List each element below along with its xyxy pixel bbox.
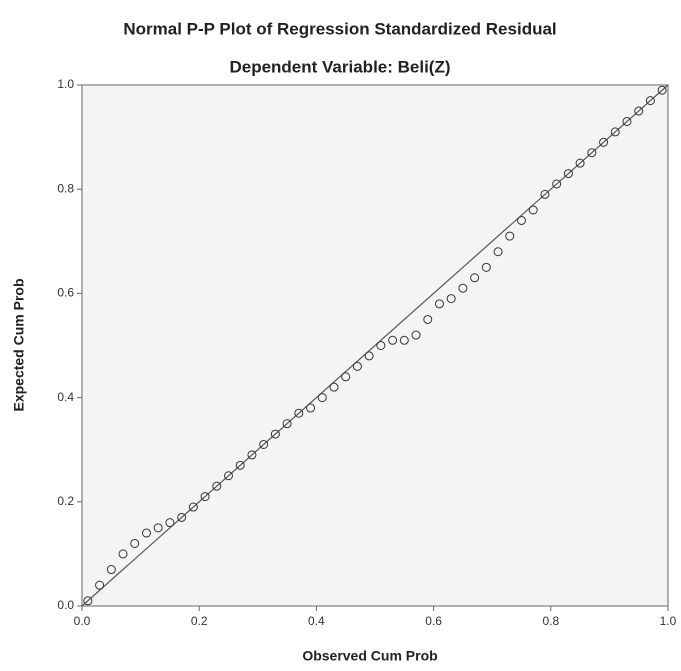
point (434, 299, 444, 309)
x-tick-label: 1.0 (660, 614, 677, 628)
point (634, 106, 644, 116)
x-tick-label: 0.2 (191, 614, 208, 628)
point (423, 314, 433, 324)
point (599, 137, 609, 147)
point (329, 382, 339, 392)
point (188, 502, 198, 512)
y-tick-label: 0.2 (57, 494, 74, 508)
point (517, 215, 526, 225)
x-axis-label: Observed Cum Prob (302, 648, 437, 664)
point (376, 341, 386, 350)
x-tick-label: 0.4 (308, 614, 325, 628)
point (411, 330, 421, 340)
point (505, 231, 515, 241)
point (95, 580, 105, 590)
y-tick-label: 0.0 (57, 598, 74, 612)
point (200, 492, 210, 502)
point (540, 189, 550, 199)
y-tick-label: 0.8 (57, 181, 74, 195)
point (399, 335, 409, 345)
point (481, 262, 491, 272)
point (212, 481, 222, 491)
point (141, 528, 151, 538)
point (306, 403, 316, 413)
chart-subtitle: Dependent Variable: Beli(Z) (229, 57, 450, 76)
y-tick-label: 0.4 (57, 390, 74, 404)
point (446, 294, 456, 304)
point (235, 460, 245, 470)
point (106, 565, 116, 575)
point (575, 158, 585, 168)
point (645, 96, 655, 106)
point (493, 247, 503, 257)
point (83, 596, 93, 606)
point (294, 408, 304, 418)
point (352, 361, 362, 371)
point (470, 273, 480, 283)
point (270, 429, 280, 439)
point (165, 518, 175, 528)
point (657, 85, 667, 95)
reference-line (81, 84, 669, 607)
point (247, 450, 257, 460)
chart-title: Normal P-P Plot of Regression Standardiz… (123, 19, 556, 38)
point (224, 471, 233, 481)
y-axis-label: Expected Cum Prob (11, 278, 27, 411)
point (341, 372, 351, 382)
point (364, 351, 374, 361)
x-tick-label: 0.0 (74, 614, 91, 628)
y-tick-label: 1.0 (57, 77, 74, 91)
point (317, 393, 327, 403)
x-tick-label: 0.8 (542, 614, 559, 628)
point (130, 538, 140, 548)
point (388, 335, 398, 345)
x-tick-label: 0.6 (425, 614, 442, 628)
point (282, 419, 292, 429)
point (552, 179, 562, 189)
point (610, 127, 620, 137)
point (177, 512, 187, 522)
point (153, 523, 163, 533)
y-tick-label: 0.6 (57, 286, 74, 300)
point (259, 439, 269, 449)
point (587, 148, 597, 158)
point (118, 549, 128, 559)
point (563, 169, 573, 179)
point (528, 205, 538, 215)
point (458, 283, 468, 293)
point (622, 116, 632, 126)
